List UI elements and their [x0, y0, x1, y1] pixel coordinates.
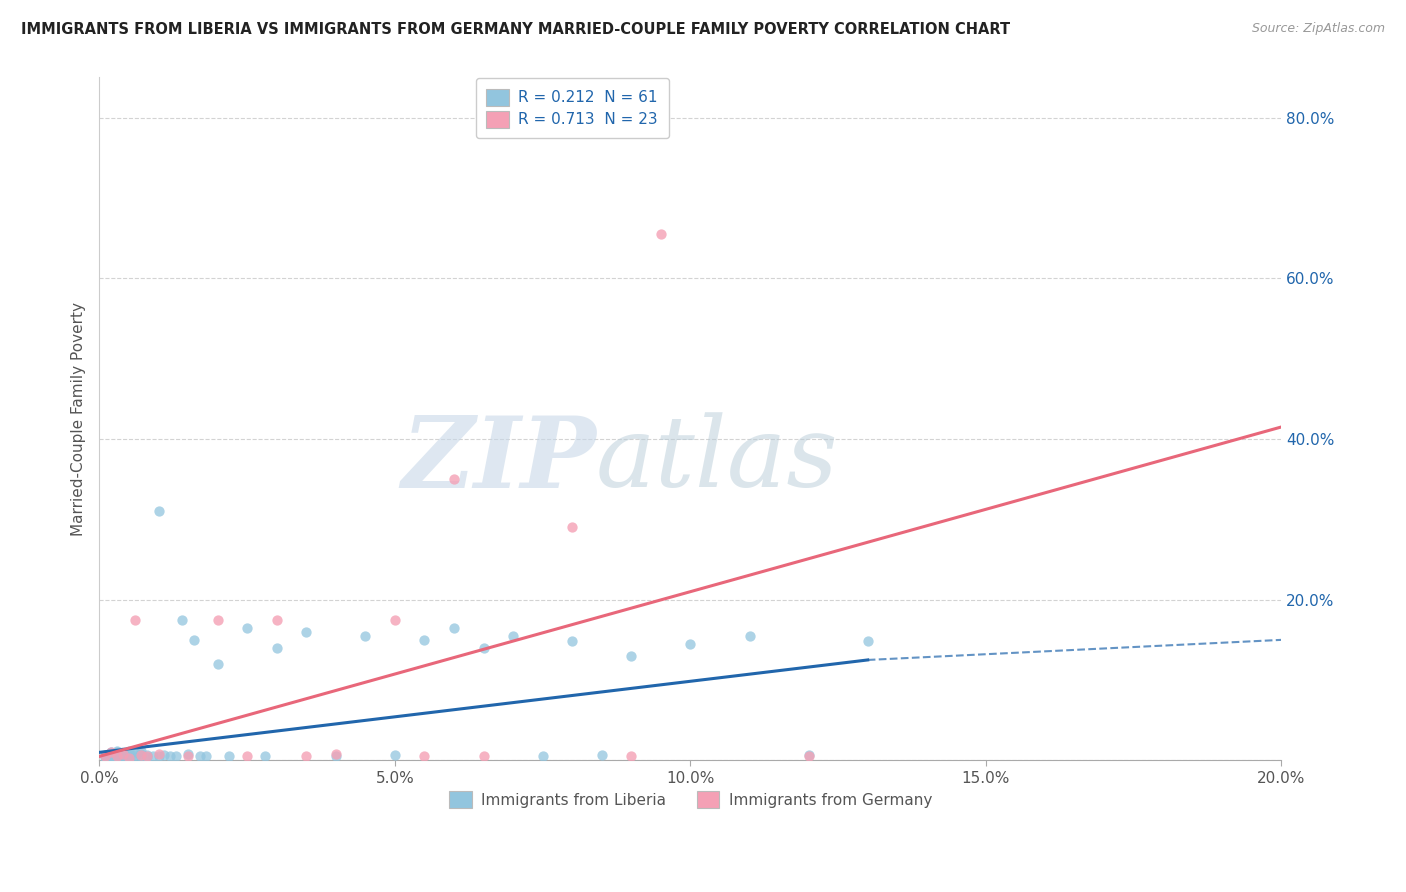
Point: [797, 747, 820, 762]
Point: [561, 634, 583, 648]
Point: [94, 749, 117, 764]
Point: [124, 747, 146, 762]
Point: [188, 748, 211, 763]
Point: [194, 749, 217, 764]
Point: [472, 749, 495, 764]
Point: [105, 747, 128, 762]
Point: [100, 751, 122, 765]
Point: [135, 747, 157, 762]
Point: [561, 520, 583, 534]
Point: [354, 629, 377, 643]
Point: [295, 624, 318, 639]
Point: [172, 613, 194, 627]
Point: [129, 747, 152, 762]
Point: [531, 748, 554, 763]
Point: [413, 632, 436, 647]
Point: [118, 747, 141, 761]
Point: [129, 744, 152, 758]
Point: [129, 749, 152, 764]
Point: [443, 621, 465, 635]
Point: [266, 640, 288, 655]
Point: [384, 613, 406, 627]
Point: [253, 749, 276, 764]
Point: [124, 745, 146, 759]
Point: [153, 747, 176, 762]
Point: [129, 747, 152, 761]
Point: [856, 634, 879, 648]
Point: [207, 613, 229, 627]
Point: [443, 472, 465, 486]
Point: [100, 749, 122, 764]
Point: [100, 745, 122, 759]
Point: [100, 747, 122, 762]
Point: [183, 632, 205, 647]
Point: [135, 749, 157, 764]
Point: [124, 613, 146, 627]
Point: [105, 749, 128, 764]
Point: [112, 749, 135, 764]
Point: [148, 747, 170, 761]
Point: [472, 640, 495, 655]
Point: [207, 657, 229, 671]
Point: [112, 747, 135, 761]
Point: [236, 621, 259, 635]
Point: [112, 751, 135, 765]
Point: [650, 227, 672, 241]
Point: [118, 751, 141, 765]
Point: [325, 747, 347, 761]
Point: [413, 749, 436, 764]
Point: [100, 745, 122, 759]
Point: [620, 648, 643, 663]
Point: [118, 751, 141, 765]
Point: [177, 749, 200, 764]
Point: [112, 747, 135, 761]
Text: ZIP: ZIP: [401, 411, 596, 508]
Point: [177, 747, 200, 761]
Point: [620, 749, 643, 764]
Point: [236, 749, 259, 764]
Point: [502, 629, 524, 643]
Point: [738, 629, 761, 643]
Point: [148, 749, 170, 764]
Point: [266, 613, 288, 627]
Y-axis label: Married-Couple Family Poverty: Married-Couple Family Poverty: [72, 301, 86, 536]
Legend: Immigrants from Liberia, Immigrants from Germany: Immigrants from Liberia, Immigrants from…: [443, 785, 938, 814]
Point: [142, 748, 165, 763]
Point: [165, 749, 187, 764]
Point: [295, 749, 318, 764]
Point: [118, 744, 141, 758]
Point: [797, 749, 820, 764]
Text: Source: ZipAtlas.com: Source: ZipAtlas.com: [1251, 22, 1385, 36]
Point: [105, 744, 128, 758]
Point: [94, 751, 117, 765]
Text: atlas: atlas: [596, 412, 838, 508]
Point: [105, 751, 128, 765]
Text: IMMIGRANTS FROM LIBERIA VS IMMIGRANTS FROM GERMANY MARRIED-COUPLE FAMILY POVERTY: IMMIGRANTS FROM LIBERIA VS IMMIGRANTS FR…: [21, 22, 1011, 37]
Point: [218, 748, 240, 763]
Point: [105, 745, 128, 759]
Point: [159, 748, 181, 763]
Point: [325, 749, 347, 764]
Point: [94, 749, 117, 764]
Point: [112, 745, 135, 759]
Point: [148, 504, 170, 518]
Point: [112, 747, 135, 762]
Point: [679, 637, 702, 651]
Point: [384, 747, 406, 762]
Point: [118, 749, 141, 764]
Point: [591, 747, 613, 762]
Point: [135, 750, 157, 764]
Point: [124, 750, 146, 764]
Point: [105, 749, 128, 764]
Point: [94, 747, 117, 762]
